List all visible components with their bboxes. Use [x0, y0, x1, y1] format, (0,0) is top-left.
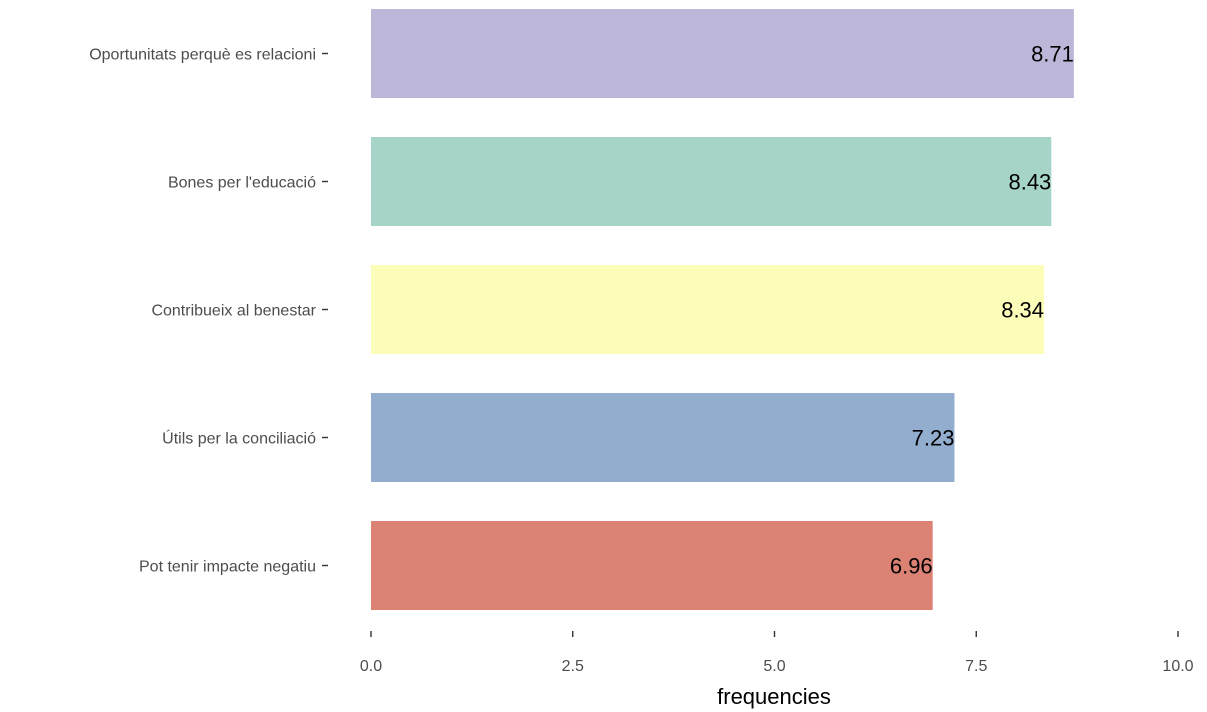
- x-tick-label: 2.5: [562, 658, 584, 675]
- bar: [371, 521, 933, 610]
- category-label: Pot tenir impacte negatiu: [139, 559, 316, 576]
- x-tick-label: 0.0: [360, 658, 382, 675]
- data-label: 7.23: [912, 426, 955, 451]
- x-tick-label: 10.0: [1162, 658, 1193, 675]
- x-axis-title: frequencies: [717, 684, 831, 709]
- category-label: Contribueix al benestar: [151, 303, 316, 320]
- x-tick-label: 7.5: [965, 658, 987, 675]
- data-label: 6.96: [890, 554, 933, 579]
- data-label: 8.34: [1001, 298, 1044, 323]
- bars-layer: [371, 9, 1074, 610]
- value-axis: 0.0 2.5 5.0 7.5 10.0: [360, 631, 1194, 675]
- category-axis: Oportunitats perquè es relacioni Bones pe…: [89, 47, 328, 576]
- category-label: Útils per la conciliació: [162, 429, 316, 448]
- x-tick-label: 5.0: [763, 658, 785, 675]
- category-label: Bones per l'educació: [168, 175, 316, 192]
- bar: [371, 393, 955, 482]
- bar: [371, 265, 1045, 354]
- bar: [371, 9, 1074, 98]
- data-labels-layer: 8.71 8.43 8.34 7.23 6.96: [890, 42, 1074, 579]
- category-label: Oportunitats perquè es relacioni: [89, 47, 316, 64]
- data-label: 8.71: [1031, 42, 1074, 67]
- bar: [371, 137, 1052, 226]
- data-label: 8.43: [1008, 170, 1051, 195]
